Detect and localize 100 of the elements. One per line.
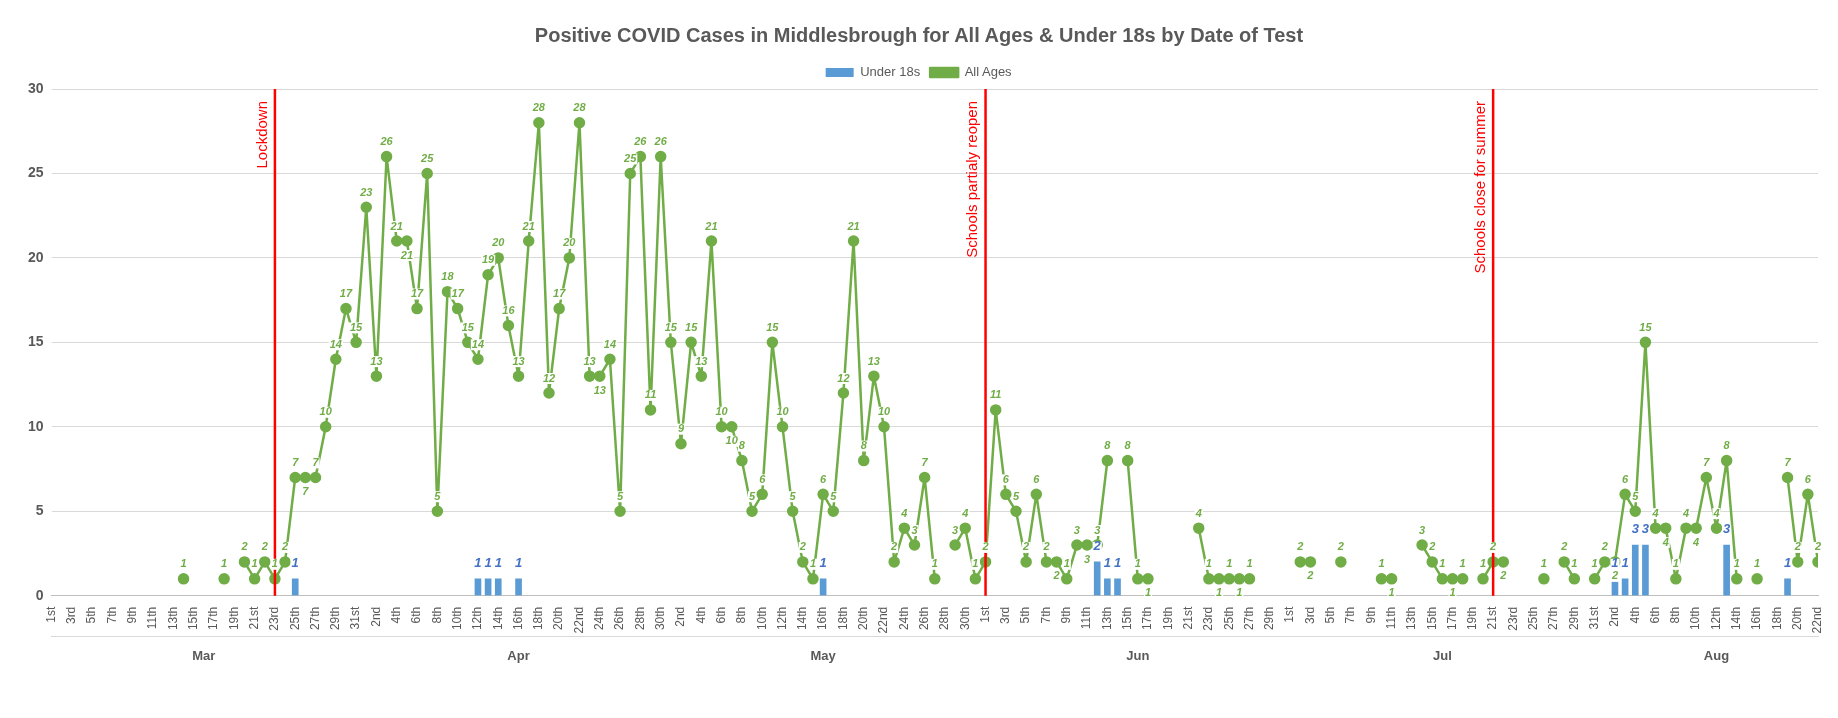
data-label: 2 bbox=[1042, 540, 1050, 553]
data-label: 12 bbox=[837, 371, 850, 384]
x-tick-label: 28th bbox=[937, 606, 952, 631]
data-label: 2 bbox=[1428, 540, 1436, 553]
x-tick-label: 21st bbox=[1180, 606, 1195, 630]
data-label: 10 bbox=[319, 405, 333, 418]
x-tick-label: 26th bbox=[612, 606, 627, 631]
data-label: 7 bbox=[302, 485, 310, 497]
data-label: 6 bbox=[1804, 472, 1812, 485]
x2-tick-label: Jun bbox=[1126, 647, 1150, 663]
x-tick-label: 8th bbox=[1668, 606, 1683, 624]
y-tick-label: 10 bbox=[27, 417, 44, 434]
data-label: 3 bbox=[1094, 523, 1101, 536]
data-label: 13 bbox=[593, 383, 606, 396]
x-tick-label: 31st bbox=[348, 606, 363, 630]
data-label: 6 bbox=[1033, 472, 1041, 485]
x-tick-label: 25th bbox=[1221, 606, 1236, 631]
data-label: 7 bbox=[312, 456, 320, 468]
y-tick-label: 30 bbox=[27, 79, 44, 96]
y-tick-label: 0 bbox=[35, 586, 44, 603]
bar bbox=[515, 578, 522, 596]
x-tick-label: 13th bbox=[1099, 606, 1114, 631]
data-label: 1 bbox=[1621, 554, 1629, 570]
data-label: 2 bbox=[798, 540, 806, 553]
data-label: 1 bbox=[221, 557, 228, 570]
data-label: 21 bbox=[521, 219, 535, 232]
bar bbox=[1093, 561, 1101, 596]
x-tick-label: 5th bbox=[1323, 606, 1338, 624]
data-label: 1 bbox=[1459, 557, 1466, 570]
x-tick-label: 11th bbox=[145, 606, 160, 630]
data-label: 26 bbox=[653, 135, 668, 148]
x-tick-label: 12th bbox=[774, 606, 789, 631]
data-label: 1 bbox=[1134, 557, 1141, 570]
x-tick-label: 9th bbox=[125, 606, 140, 624]
data-label: 7 bbox=[1703, 456, 1711, 468]
x-tick-label: 7th bbox=[104, 606, 119, 624]
data-label: 2 bbox=[1560, 540, 1568, 553]
data-label: 9 bbox=[677, 422, 685, 435]
data-label: 5 bbox=[1632, 489, 1640, 502]
data-label: 5 bbox=[617, 489, 625, 502]
data-label: 26 bbox=[379, 135, 394, 148]
data-label: 1 bbox=[1571, 557, 1578, 570]
data-label: 10 bbox=[877, 405, 892, 418]
data-label: 13 bbox=[867, 354, 880, 367]
bar bbox=[1631, 544, 1639, 596]
bar bbox=[1723, 544, 1730, 596]
data-label: 1 bbox=[494, 554, 502, 570]
x-tick-label: 31st bbox=[1586, 606, 1601, 630]
x-tick-label: 20th bbox=[856, 606, 871, 631]
x-tick-label: 4th bbox=[693, 606, 708, 624]
data-label: 1 bbox=[251, 557, 258, 570]
data-label: 2 bbox=[1813, 540, 1822, 553]
x-tick-label: 12th bbox=[1708, 606, 1723, 631]
data-label: 1 bbox=[1236, 586, 1243, 599]
data-label: 2 bbox=[1306, 569, 1314, 582]
data-label: 21 bbox=[846, 219, 860, 232]
x2-tick-label: Mar bbox=[192, 647, 216, 663]
data-label: 4 bbox=[1661, 535, 1669, 548]
data-label: 4 bbox=[1681, 506, 1690, 519]
data-label: 10 bbox=[776, 405, 790, 418]
x-tick-label: 9th bbox=[1059, 606, 1074, 624]
x-tick-label: 21st bbox=[246, 606, 261, 630]
x-tick-label: 2nd bbox=[673, 606, 688, 627]
data-label: 1 bbox=[931, 557, 938, 570]
x-tick-label: 15th bbox=[1424, 606, 1439, 631]
x2-tick-label: Aug bbox=[1703, 647, 1730, 663]
x-tick-label: 6th bbox=[1647, 606, 1662, 624]
x-tick-label: 29th bbox=[328, 606, 343, 631]
x-tick-label: 16th bbox=[1749, 606, 1764, 631]
ref-line-label: Schools partialy reopen bbox=[963, 101, 981, 258]
legend-label: Under 18s bbox=[860, 64, 921, 80]
x-tick-label: 4th bbox=[1627, 606, 1642, 624]
x-tick-label: 17th bbox=[1140, 606, 1155, 631]
data-label: 4 bbox=[1651, 506, 1659, 519]
data-label: 3 bbox=[952, 523, 959, 536]
data-label: 4 bbox=[961, 506, 969, 519]
x-tick-label: 11th bbox=[1383, 606, 1398, 630]
x-tick-label: 5th bbox=[1018, 606, 1033, 624]
x-tick-label: 7th bbox=[1343, 606, 1358, 624]
x-tick-label: 23rd bbox=[1201, 606, 1216, 631]
data-label: 17 bbox=[410, 287, 425, 300]
data-label: 2 bbox=[981, 540, 989, 553]
x-tick-label: 2nd bbox=[368, 606, 383, 627]
x-tick-label: 2nd bbox=[1607, 606, 1622, 627]
data-label: 17 bbox=[553, 287, 567, 300]
x-tick-label: 16th bbox=[815, 606, 830, 631]
x-tick-label: 19th bbox=[1160, 606, 1175, 631]
data-label: 7 bbox=[1784, 456, 1792, 468]
bar bbox=[1104, 578, 1111, 596]
data-label: 26 bbox=[633, 135, 648, 148]
data-label: 14 bbox=[603, 337, 617, 350]
x-tick-label: 13th bbox=[1404, 606, 1419, 631]
data-label: 4 bbox=[1194, 506, 1202, 519]
x-tick-label: 27th bbox=[307, 606, 322, 631]
data-label: 11 bbox=[644, 388, 657, 401]
x-tick-label: 18th bbox=[835, 606, 850, 631]
x-tick-label: 6th bbox=[409, 606, 424, 624]
x-tick-label: 19th bbox=[226, 606, 241, 631]
bar bbox=[494, 578, 502, 596]
x-tick-label: 26th bbox=[916, 606, 931, 631]
